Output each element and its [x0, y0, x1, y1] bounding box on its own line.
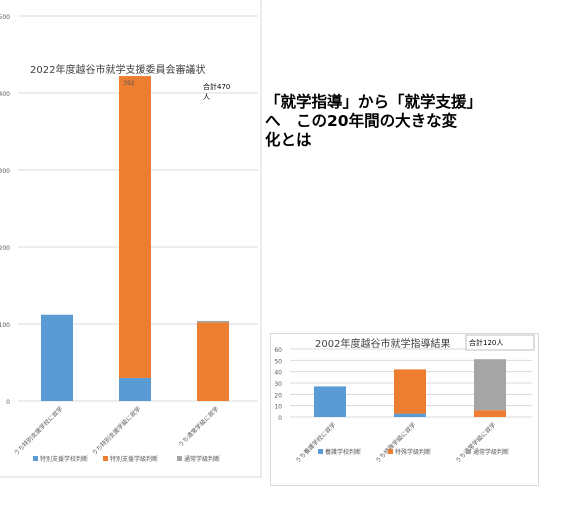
y-tick-label: 50 [274, 358, 282, 365]
bar-segment [474, 410, 506, 417]
legend-swatch [388, 449, 393, 454]
bar-segment [314, 386, 346, 417]
legend-swatch [177, 456, 182, 461]
y-tick-label: 0 [278, 415, 282, 422]
total-annotation-unit: 人 [203, 93, 210, 101]
chart-2022: 0 100 200 300 400 500 2022年度越谷市就学支援委員会審議状うち特別支… [0, 0, 262, 478]
heading-line-1: 「就学指導」から「就学支援」 [265, 93, 483, 111]
y-tick-label: 30 [274, 381, 282, 388]
legend-swatch [466, 449, 471, 454]
legend-label: 養護学校判断 [325, 448, 361, 456]
y-tick-label: 500 [0, 14, 10, 21]
bar-segment [41, 314, 73, 401]
bar-segment [474, 359, 506, 411]
bar-segment [119, 76, 151, 378]
total-annotation-box [465, 334, 535, 351]
x-tick-label: うち通常学級に就学 [177, 405, 221, 449]
legend-label: 通常学級判断 [184, 455, 220, 463]
legend-label: 特別支援学校判断 [40, 455, 88, 463]
chart-title: 2002年度越谷市就学指導結果 [315, 337, 450, 350]
y-tick-label: 100 [0, 322, 10, 329]
bar-segment [394, 369, 426, 414]
bar-data-label: 392 [123, 80, 135, 87]
y-tick-label: 40 [274, 370, 282, 377]
legend-label: 特殊学級判断 [395, 448, 431, 456]
legend-swatch [33, 456, 38, 461]
total-annotation: 合計470 [203, 82, 230, 91]
legend-swatch [318, 449, 323, 454]
y-tick-label: 0 [6, 399, 10, 406]
bar-segment [197, 322, 229, 401]
legend-label: 通常学級判断 [473, 448, 509, 456]
y-tick-label: 10 [274, 404, 282, 411]
y-tick-label: 60 [274, 347, 282, 354]
y-tick-label: 200 [0, 245, 10, 252]
total-annotation: 合計120人 [469, 338, 503, 347]
chart-title: 2022年度越谷市就学支援委員会審議状 [30, 63, 205, 76]
page-heading: 「就学指導」から「就学支援」 へ この20年間の大きな変 化とは [265, 93, 515, 150]
heading-line-3: 化とは [265, 131, 312, 149]
x-tick-label: うち特別支援学校に就学 [12, 405, 64, 457]
legend-label: 特別支援学級判断 [110, 455, 158, 463]
legend-swatch [103, 456, 108, 461]
bar-segment [197, 320, 229, 323]
heading-line-2: へ この20年間の大きな変 [265, 112, 458, 130]
bar-segment [119, 377, 151, 401]
y-tick-label: 300 [0, 168, 10, 175]
y-tick-label: 400 [0, 91, 10, 98]
x-tick-label: うち特別支援学級に就学 [90, 405, 142, 457]
y-tick-label: 20 [274, 392, 282, 399]
bar-segment [394, 413, 426, 417]
